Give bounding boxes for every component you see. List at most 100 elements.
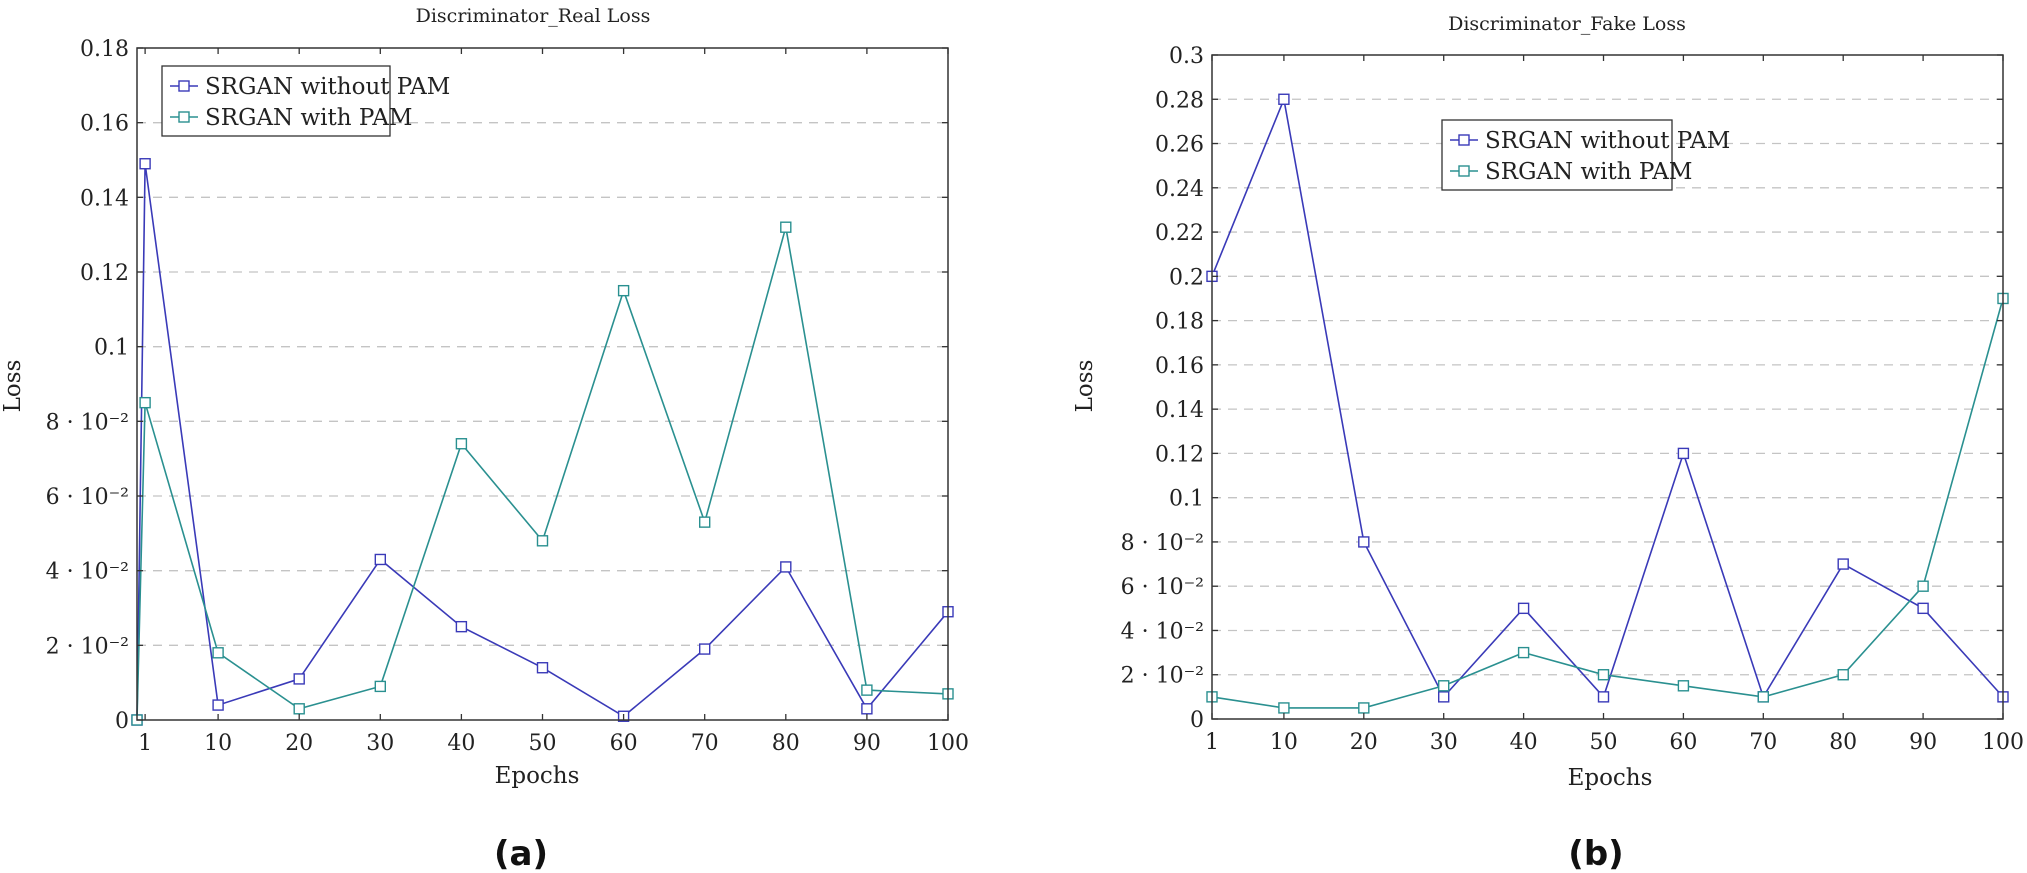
chart-a-xlabel: Epochs: [495, 763, 580, 789]
chart-a-xtick-label: 20: [285, 731, 313, 756]
chart-b-ytick-label: 2 · 10⁻²: [1121, 664, 1204, 689]
chart-a-legend: SRGAN without PAM SRGAN with PAM: [161, 65, 450, 137]
chart-b-ytick-label: 0.16: [1155, 354, 1204, 379]
chart-a-point: [699, 643, 711, 655]
chart-a-xtick-label: 100: [927, 731, 969, 756]
chart-b: Discriminator_Fake Loss 0 2 · 10⁻² 4 · 10⁻…: [1072, 13, 2024, 873]
chart-a-legend-label: SRGAN without PAM: [205, 74, 450, 100]
chart-b-xtick-label: 40: [1510, 730, 1538, 755]
chart-b-xtick-label: 80: [1829, 730, 1857, 755]
panel-label-a: (a): [494, 834, 548, 873]
chart-a-xtick-label: 60: [610, 731, 638, 756]
chart-a-ytick-label: 0.18: [80, 37, 129, 62]
chart-b-point: [1917, 580, 1929, 592]
chart-a-point: [455, 438, 468, 450]
chart-b-ytick-label: 0.12: [1155, 442, 1204, 467]
chart-b-point: [1517, 602, 1530, 615]
chart-a-gridlines: [137, 122, 948, 646]
chart-b-ytick-label: 0.1: [1169, 487, 1204, 512]
chart-a-point: [861, 684, 873, 696]
chart-b-xtick-label: 60: [1669, 730, 1697, 755]
chart-b-xtick-label: 30: [1430, 730, 1458, 755]
chart-b-gridlines: [1212, 98, 2003, 676]
chart-a-xtick-label: 1: [138, 731, 152, 756]
chart-a-ticks: 0 2 · 10⁻² 4 · 10⁻² 6 · 10⁻² 8 · 10⁻² 0.1 0.12…: [46, 37, 969, 756]
chart-a-point: [374, 680, 386, 693]
chart-a-xtick-label: 30: [366, 731, 394, 756]
chart-b-point: [1358, 536, 1370, 548]
chart-b-xtick-label: 1: [1205, 730, 1219, 755]
chart-b-xtick-label: 90: [1909, 730, 1937, 755]
chart-b-ytick-label: 4 · 10⁻²: [1121, 619, 1204, 644]
chart-b-ytick-label: 0.24: [1155, 177, 1204, 202]
chart-a-point: [699, 516, 711, 528]
chart-a-legend-marker: [178, 80, 190, 92]
chart-a-legend-marker: [178, 111, 190, 123]
chart-a-point: [780, 221, 792, 233]
chart-a-xtick-label: 80: [772, 731, 800, 756]
chart-b-ytick-label: 0.2: [1169, 265, 1204, 290]
chart-a-xtick-label: 90: [853, 731, 881, 756]
chart-a-legend-label: SRGAN with PAM: [205, 105, 412, 131]
chart-b-legend-label: SRGAN with PAM: [1485, 159, 1692, 185]
chart-a-ytick-label: 4 · 10⁻²: [46, 560, 129, 585]
chart-b-point: [1438, 691, 1450, 703]
chart-a-xtick-label: 70: [691, 731, 719, 756]
chart-a-series-line-0: [136, 163, 949, 721]
chart-b-legend-marker: [1458, 165, 1470, 177]
chart-b-point: [1677, 447, 1690, 460]
chart-b-point: [1358, 702, 1370, 714]
chart-b-ytick-label: 0.26: [1155, 133, 1204, 158]
chart-b-legend-label: SRGAN without PAM: [1485, 128, 1730, 154]
chart-a-xtick-label: 50: [529, 731, 557, 756]
chart-b-legend-marker: [1458, 134, 1470, 146]
chart-b-ytick-label: 0.3: [1169, 44, 1204, 69]
chart-b-xtick-label: 10: [1270, 730, 1298, 755]
chart-a-point: [139, 396, 151, 409]
chart-b-legend: SRGAN without PAM SRGAN with PAM: [1441, 119, 1730, 191]
chart-b-point: [1837, 669, 1849, 681]
chart-a-ytick-label: 6 · 10⁻²: [46, 485, 129, 510]
chart-b-xtick-label: 50: [1590, 730, 1618, 755]
chart-a-xtick-label: 40: [447, 731, 475, 756]
chart-b-title: Discriminator_Fake Loss: [1448, 13, 1686, 35]
panel-label-b: (b): [1568, 834, 1623, 873]
chart-a-point: [617, 284, 630, 297]
chart-a-point: [861, 703, 873, 715]
chart-b-ticks: 0 2 · 10⁻² 4 · 10⁻² 6 · 10⁻² 8 · 10⁻² 0.1 0.12…: [1121, 44, 2024, 755]
chart-b-frame: [1211, 54, 2004, 720]
chart-b-xlabel: Epochs: [1568, 765, 1653, 791]
chart-b-ytick-label: 0.28: [1155, 88, 1204, 113]
chart-a-ytick-label: 0.16: [80, 112, 129, 137]
chart-a-legend-box: [161, 65, 391, 137]
chart-b-point: [1278, 702, 1290, 714]
chart-b-ylabel: Loss: [1072, 360, 1098, 413]
chart-a-point: [536, 535, 549, 547]
chart-a-xtick-label: 10: [204, 731, 232, 756]
chart-a-point: [212, 699, 224, 711]
chart-a-point: [536, 662, 549, 674]
chart-b-xtick-label: 70: [1749, 730, 1777, 755]
chart-a-ylabel: Loss: [0, 360, 26, 413]
chart-a-ytick-label: 0: [115, 709, 129, 734]
chart-b-ytick-label: 0.14: [1155, 398, 1204, 423]
chart-a-point: [212, 647, 224, 659]
chart-b-point: [1597, 691, 1610, 703]
chart-b-legend-box: [1441, 119, 1673, 191]
chart-b-xtick-label: 20: [1350, 730, 1378, 755]
chart-b-point: [1677, 680, 1690, 692]
chart-b-ytick-label: 6 · 10⁻²: [1121, 575, 1204, 600]
chart-a-series-line-1: [136, 226, 949, 721]
chart-b-ytick-label: 0.22: [1155, 221, 1204, 246]
chart-a-point: [293, 703, 305, 715]
chart-b-point: [1597, 669, 1610, 681]
chart-a-ytick-label: 8 · 10⁻²: [46, 410, 129, 435]
chart-a-point: [374, 553, 386, 566]
chart-b-ytick-label: 0.18: [1155, 310, 1204, 335]
chart-b-point: [1438, 680, 1450, 692]
chart-a-ytick-label: 0.12: [80, 261, 129, 286]
chart-b-point: [1278, 93, 1290, 105]
chart-b-ytick-label: 8 · 10⁻²: [1121, 531, 1204, 556]
chart-b-point: [1517, 646, 1530, 659]
chart-b-point: [1837, 558, 1849, 570]
